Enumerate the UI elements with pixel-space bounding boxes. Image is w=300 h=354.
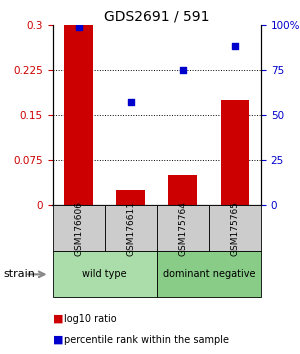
Text: percentile rank within the sample: percentile rank within the sample xyxy=(64,335,230,345)
Bar xyxy=(169,175,197,205)
Point xyxy=(232,44,237,49)
Text: ■: ■ xyxy=(52,314,63,324)
Text: log10 ratio: log10 ratio xyxy=(64,314,117,324)
Text: ■: ■ xyxy=(52,335,63,345)
Point xyxy=(128,99,133,105)
Title: GDS2691 / 591: GDS2691 / 591 xyxy=(104,10,209,24)
Point xyxy=(180,67,185,73)
Text: GSM176606: GSM176606 xyxy=(74,201,83,256)
Bar xyxy=(220,100,249,205)
Text: dominant negative: dominant negative xyxy=(163,269,255,279)
Text: GSM175764: GSM175764 xyxy=(178,201,187,256)
Bar xyxy=(116,190,145,205)
Point xyxy=(76,24,81,29)
Text: GSM175765: GSM175765 xyxy=(230,201,239,256)
Text: GSM176611: GSM176611 xyxy=(126,201,135,256)
Text: strain: strain xyxy=(3,269,35,279)
Text: wild type: wild type xyxy=(82,269,127,279)
Bar xyxy=(64,25,93,205)
